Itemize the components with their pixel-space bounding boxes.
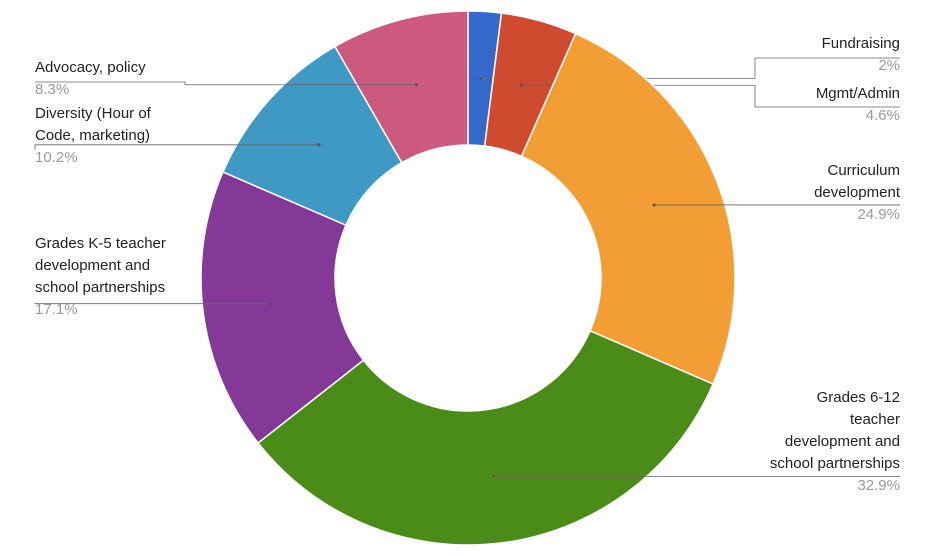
slice-name: Advocacy, policy [35, 59, 146, 76]
leader-line [35, 81, 417, 86]
slice-label: Diversity (Hour of Code, marketing) 10.2% [35, 103, 151, 169]
slice-name: Grades 6-12 teacher development and scho… [769, 389, 900, 472]
slice-label: Fundraising 2% [822, 33, 900, 77]
leader-dot [519, 83, 523, 87]
slice-name: Mgmt/Admin [815, 85, 900, 102]
slice-label: Advocacy, policy 8.3% [35, 57, 146, 101]
leader-dot [317, 143, 321, 147]
slice-label: Curriculum development 24.9% [814, 160, 900, 226]
slice-value: 4.6% [865, 107, 900, 124]
leader-dot [268, 302, 272, 306]
slice-name: Curriculum development [814, 162, 900, 201]
slice-value: 10.2% [35, 149, 78, 166]
slice-name: Fundraising [821, 35, 900, 52]
slice-label: Grades K-5 teacher development and schoo… [35, 233, 166, 321]
leader-dot [652, 203, 656, 207]
donut-slice [257, 329, 715, 546]
slice-value: 2% [878, 57, 900, 74]
slice-label: Mgmt/Admin 4.6% [816, 83, 900, 127]
donut-slice [520, 32, 736, 386]
slice-name: Grades K-5 teacher development and schoo… [35, 235, 166, 296]
leader-dot [414, 83, 418, 87]
donut-slice [333, 10, 469, 164]
leader-line [34, 144, 319, 150]
slice-name: Diversity (Hour of Code, marketing) [35, 105, 151, 144]
slice-value: 17.1% [35, 301, 78, 318]
leader-dot [479, 76, 483, 80]
leader-dot [492, 474, 496, 478]
slice-value: 24.9% [857, 206, 900, 223]
leader-line [34, 303, 270, 305]
donut-slice [200, 170, 365, 445]
slice-value: 32.9% [857, 477, 900, 494]
slice-value: 8.3% [35, 81, 70, 98]
slice-label: Grades 6-12 teacher development and scho… [770, 387, 900, 497]
leader-line [493, 475, 901, 477]
